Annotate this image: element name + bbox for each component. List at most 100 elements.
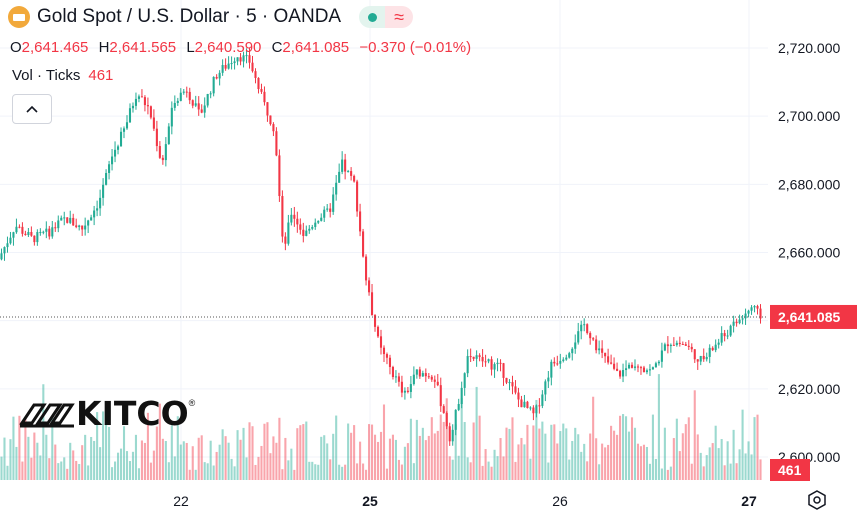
candle-body — [469, 356, 472, 358]
volume-bar — [753, 417, 756, 480]
volume-bar — [272, 436, 275, 480]
volume-tag-text: 461 — [778, 462, 802, 478]
volume-bar — [547, 462, 550, 480]
candle-body — [448, 426, 451, 442]
volume-bar — [329, 459, 332, 480]
y-axis: 2,600.0002,620.0002,640.0002,660.0002,68… — [778, 40, 840, 465]
volume-bar — [705, 455, 708, 480]
volume-bar — [335, 415, 338, 480]
candle-body — [726, 335, 729, 337]
volume-bar — [81, 445, 84, 480]
collapse-legend-button[interactable] — [12, 94, 52, 124]
candle-body — [218, 72, 221, 79]
volume-bar — [663, 427, 666, 480]
candle-body — [505, 377, 508, 383]
volume-bar — [356, 463, 359, 480]
volume-legend[interactable]: Vol · Ticks 461 — [12, 67, 113, 84]
candle-body — [9, 237, 12, 244]
volume-bar — [182, 441, 185, 480]
volume-bar — [203, 462, 206, 480]
volume-bar — [613, 430, 616, 480]
volume-bar — [651, 414, 654, 480]
candle-body — [406, 390, 409, 392]
volume-bar — [179, 444, 182, 480]
candle-body — [672, 344, 675, 346]
volume-bar — [511, 417, 514, 480]
candle-body — [260, 89, 263, 92]
volume-bar — [475, 386, 478, 480]
candle-body — [81, 225, 84, 230]
volume-bar — [224, 436, 227, 480]
candle-body — [0, 253, 3, 260]
status-badges[interactable]: ≈ — [359, 6, 414, 28]
volume-bar — [197, 437, 200, 480]
ohlc-legend: O2,641.465 H2,641.565 L2,640.590 C2,641.… — [10, 39, 477, 56]
market-open-dot-icon[interactable] — [359, 6, 386, 28]
candle-body — [499, 362, 502, 364]
candle-body — [439, 385, 442, 407]
candle-body — [143, 97, 146, 106]
volume-bar — [714, 425, 717, 480]
volume-bar — [678, 451, 681, 480]
candle-body — [57, 220, 60, 229]
last-volume-tag: 461 — [770, 459, 810, 481]
volume-bar — [42, 384, 45, 480]
candle-body — [547, 377, 550, 382]
x-tick-label: 26 — [552, 493, 568, 509]
volume-bar — [624, 416, 628, 480]
volume-bar — [72, 450, 75, 480]
y-tick-label: 2,660.000 — [778, 245, 840, 261]
volume-bar — [6, 465, 9, 480]
volume-bar — [559, 431, 562, 480]
volume-bar — [338, 464, 341, 480]
candle-body — [275, 131, 278, 156]
candle-body — [167, 126, 170, 145]
candle-body — [299, 224, 302, 230]
candle-body — [248, 55, 251, 63]
volume-bar — [105, 416, 108, 480]
candle-body — [669, 344, 672, 347]
candle-body — [574, 342, 577, 349]
volume-bar — [595, 438, 598, 480]
volume-bar — [538, 428, 541, 480]
candle-body — [508, 382, 511, 384]
candle-body — [242, 55, 245, 62]
volume-bar — [648, 463, 651, 480]
volume-bar — [230, 458, 233, 480]
candle-body — [203, 105, 206, 113]
candle-body — [221, 65, 224, 73]
y-tick-label: 2,620.000 — [778, 381, 840, 397]
change-value: −0.370 (−0.01%) — [359, 39, 472, 56]
volume-bar — [490, 466, 493, 480]
volume-bar — [12, 416, 15, 480]
volume-bar — [544, 433, 547, 480]
candle-body — [119, 131, 123, 147]
candle-body — [24, 233, 27, 236]
chevron-up-icon — [26, 105, 38, 113]
volume-bar — [368, 424, 371, 480]
candle-body — [622, 370, 625, 377]
volume-bar — [553, 424, 556, 480]
gold-coin-icon — [8, 6, 30, 28]
volume-bar — [657, 374, 660, 480]
volume-bar — [66, 468, 69, 480]
symbol-title[interactable]: Gold Spot / U.S. Dollar · 5 · OANDA — [37, 6, 342, 27]
volume-bar — [102, 411, 105, 480]
candle-body — [466, 356, 469, 374]
volume-bar — [326, 443, 329, 480]
close-value: 2,641.085 — [282, 39, 350, 56]
candle-body — [311, 226, 314, 229]
volume-bar — [376, 441, 380, 480]
volume-bar — [164, 440, 167, 480]
candle-body — [272, 124, 275, 132]
volume-bar — [744, 453, 747, 480]
wave-icon[interactable]: ≈ — [385, 6, 414, 28]
volume-bar — [442, 421, 445, 480]
candle-body — [592, 338, 595, 340]
candle-body — [747, 310, 750, 314]
open-label: O — [10, 39, 22, 56]
settings-icon[interactable] — [806, 489, 828, 511]
volume-bar — [27, 436, 30, 480]
candle-body — [18, 226, 21, 228]
